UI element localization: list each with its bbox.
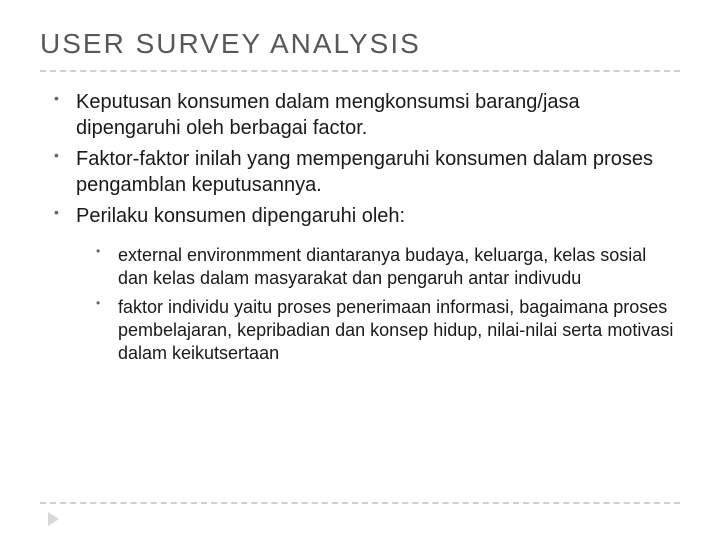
list-item: external environmment diantaranya budaya… <box>88 244 680 290</box>
list-item: faktor individu yaitu proses penerimaan … <box>88 296 680 365</box>
list-item: Perilaku konsumen dipengaruhi oleh: exte… <box>48 204 680 365</box>
arrow-icon <box>48 512 59 526</box>
inner-bullet-list: external environmment diantaranya budaya… <box>76 244 680 365</box>
slide: USER SURVEY ANALYSIS Keputusan konsumen … <box>0 0 720 540</box>
list-item: Keputusan konsumen dalam mengkonsumsi ba… <box>48 90 680 141</box>
slide-title: USER SURVEY ANALYSIS <box>40 28 680 72</box>
footer-divider <box>40 502 680 504</box>
outer-bullet-list: Keputusan konsumen dalam mengkonsumsi ba… <box>40 90 680 365</box>
list-item: Faktor-faktor inilah yang mempengaruhi k… <box>48 147 680 198</box>
list-item-text: Perilaku konsumen dipengaruhi oleh: <box>76 205 405 227</box>
